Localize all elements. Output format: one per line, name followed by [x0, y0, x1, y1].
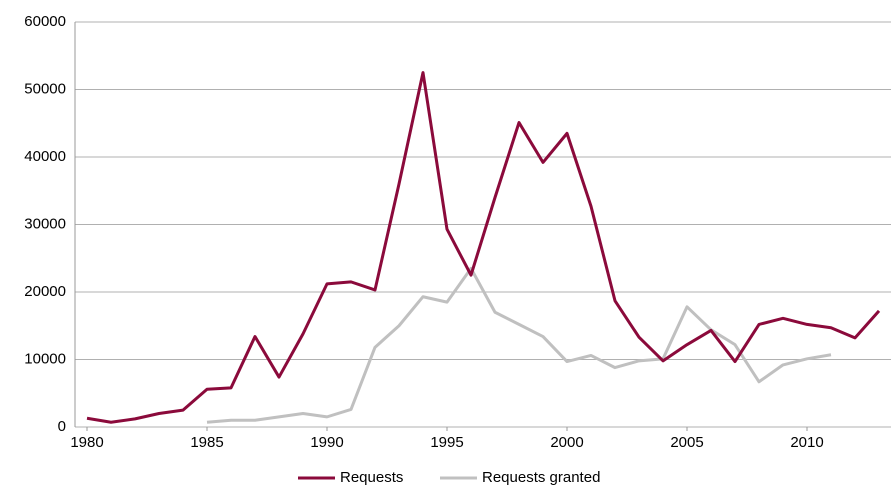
data-line: [206, 266, 832, 424]
x-tick-label: 1980: [70, 434, 103, 451]
x-tick-label: 1985: [190, 434, 223, 451]
y-tick-label: 0: [58, 418, 66, 435]
y-tick-label: 30000: [24, 215, 66, 232]
x-tick-label: 2005: [670, 434, 703, 451]
y-tick-label: 50000: [24, 80, 66, 97]
x-tick-label: 2000: [550, 434, 583, 451]
y-tick-label: 10000: [24, 350, 66, 367]
x-tick-label: 2010: [790, 434, 823, 451]
y-tick-label: 60000: [24, 13, 66, 30]
legend-label: Requests: [340, 469, 403, 486]
x-tick-label: 1990: [310, 434, 343, 451]
y-tick-label: 20000: [24, 283, 66, 300]
y-tick-label: 40000: [24, 148, 66, 165]
data-line: [86, 71, 881, 424]
legend-label: Requests granted: [482, 469, 600, 486]
x-tick-label: 1995: [430, 434, 463, 451]
